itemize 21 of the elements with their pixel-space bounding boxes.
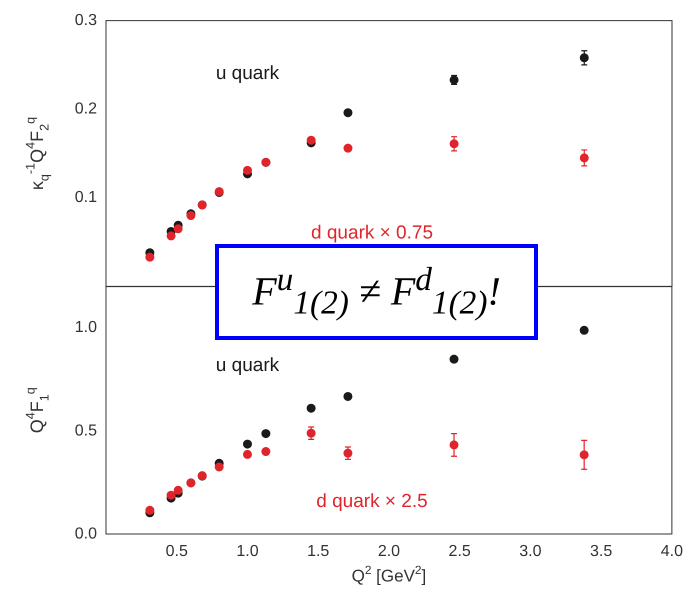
x-tick-label: 2.5 bbox=[448, 543, 471, 560]
annotation: F$^{u}$$_{1(2)}$ ≠ F$^{d}$$_{1(2)}$! bbox=[252, 261, 501, 323]
text: d quark × 2.5 bbox=[316, 491, 428, 512]
x-tick-label: 1.0 bbox=[236, 543, 259, 560]
y-tick-label: 1.0 bbox=[74, 319, 98, 336]
x-tick-label: 3.0 bbox=[519, 543, 542, 560]
text: u quark bbox=[216, 355, 280, 376]
x-tick-label: 0.5 bbox=[166, 543, 188, 560]
y-axis-title: κq-1Q4F2q bbox=[24, 116, 52, 190]
x-tick-label: 1.5 bbox=[307, 543, 330, 560]
y-tick-label: 0.5 bbox=[74, 422, 98, 440]
x-tick-label: 3.5 bbox=[590, 543, 612, 560]
y-tick-label: 0.0 bbox=[74, 525, 98, 542]
y-tick-label: 0.2 bbox=[74, 100, 98, 118]
y-tick-label: 0.1 bbox=[74, 189, 98, 206]
y-axis-title: Q4F1q bbox=[24, 387, 52, 434]
x-tick-label: 4.0 bbox=[660, 543, 684, 560]
x-tick-label: 2.0 bbox=[378, 543, 400, 560]
text: u quark bbox=[216, 62, 280, 84]
y-tick-label: 0.3 bbox=[74, 12, 98, 30]
text: d quark × 0.75 bbox=[311, 222, 434, 244]
